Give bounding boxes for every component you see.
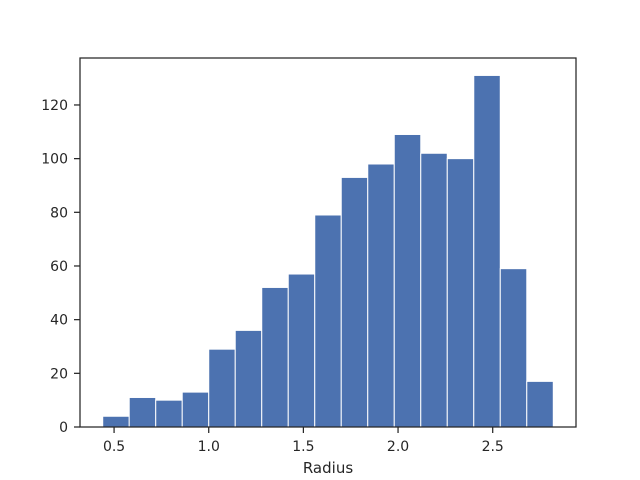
histogram-bar	[102, 415, 130, 428]
y-tick-label: 60	[50, 259, 68, 275]
histogram-bar	[393, 133, 422, 428]
histogram-bar	[155, 399, 183, 428]
y-tick-label: 120	[41, 98, 68, 114]
histogram-bar	[128, 396, 157, 428]
histogram-bar	[420, 152, 448, 428]
histogram-bar	[261, 286, 289, 428]
histogram-bar	[367, 163, 395, 428]
x-tick-label: 1.0	[198, 439, 220, 455]
histogram-bar	[446, 158, 475, 428]
x-tick-label: 2.0	[387, 439, 409, 455]
histogram-bar	[314, 214, 342, 428]
histogram-bar	[340, 176, 369, 428]
y-tick-label: 100	[41, 152, 68, 168]
x-tick-label: 1.5	[292, 439, 314, 455]
y-tick-label: 20	[50, 366, 68, 382]
y-tick-label: 80	[50, 205, 68, 221]
y-tick-label: 40	[50, 313, 68, 329]
x-axis-title: Radius	[303, 459, 353, 477]
histogram-bar	[473, 74, 501, 428]
y-axis-ticks: 0 20 40 60 80 100 120	[41, 98, 80, 436]
plot-frame	[79, 57, 577, 428]
bars-group	[102, 74, 554, 428]
histogram-bar	[499, 268, 528, 428]
y-tick-label: 0	[59, 420, 68, 436]
x-tick-label: 2.5	[482, 439, 504, 455]
histogram-bar	[234, 329, 263, 428]
histogram-bar	[526, 380, 554, 428]
histogram-bar	[208, 348, 236, 428]
histogram-bar	[287, 273, 316, 428]
x-axis-ticks: 0.5 1.0 1.5 2.0 2.5	[103, 427, 504, 455]
histogram-bar	[181, 391, 210, 428]
x-tick-label: 0.5	[103, 439, 125, 455]
